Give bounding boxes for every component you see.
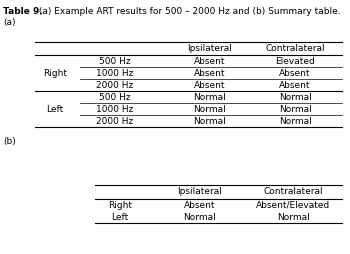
Text: 2000 Hz: 2000 Hz <box>96 117 134 125</box>
Text: Normal: Normal <box>194 117 226 125</box>
Text: 500 Hz: 500 Hz <box>99 92 131 102</box>
Text: Absent/Elevated: Absent/Elevated <box>256 200 330 210</box>
Text: Ipsilateral: Ipsilateral <box>188 44 232 53</box>
Text: (a) Example ART results for 500 – 2000 Hz and (b) Summary table.: (a) Example ART results for 500 – 2000 H… <box>36 7 341 16</box>
Text: Normal: Normal <box>194 104 226 114</box>
Text: Absent: Absent <box>279 81 311 89</box>
Text: Contralateral: Contralateral <box>263 187 323 197</box>
Text: Normal: Normal <box>279 92 312 102</box>
Text: Ipsilateral: Ipsilateral <box>177 187 223 197</box>
Text: 2000 Hz: 2000 Hz <box>96 81 134 89</box>
Text: (a): (a) <box>3 18 15 27</box>
Text: Left: Left <box>46 104 64 114</box>
Text: Normal: Normal <box>194 92 226 102</box>
Text: Normal: Normal <box>279 104 312 114</box>
Text: Absent: Absent <box>184 200 216 210</box>
Text: Left: Left <box>111 213 129 221</box>
Text: Right: Right <box>108 200 132 210</box>
Text: 1000 Hz: 1000 Hz <box>96 104 134 114</box>
Text: Normal: Normal <box>276 213 309 221</box>
Text: Normal: Normal <box>279 117 312 125</box>
Text: 500 Hz: 500 Hz <box>99 56 131 66</box>
Text: Absent: Absent <box>279 69 311 77</box>
Text: Table 9.: Table 9. <box>3 7 43 16</box>
Text: 1000 Hz: 1000 Hz <box>96 69 134 77</box>
Text: Elevated: Elevated <box>275 56 315 66</box>
Text: Absent: Absent <box>194 56 226 66</box>
Text: Contralateral: Contralateral <box>265 44 325 53</box>
Text: Absent: Absent <box>194 81 226 89</box>
Text: (b): (b) <box>3 137 16 146</box>
Text: Right: Right <box>43 69 67 77</box>
Text: Absent: Absent <box>194 69 226 77</box>
Text: Normal: Normal <box>184 213 216 221</box>
